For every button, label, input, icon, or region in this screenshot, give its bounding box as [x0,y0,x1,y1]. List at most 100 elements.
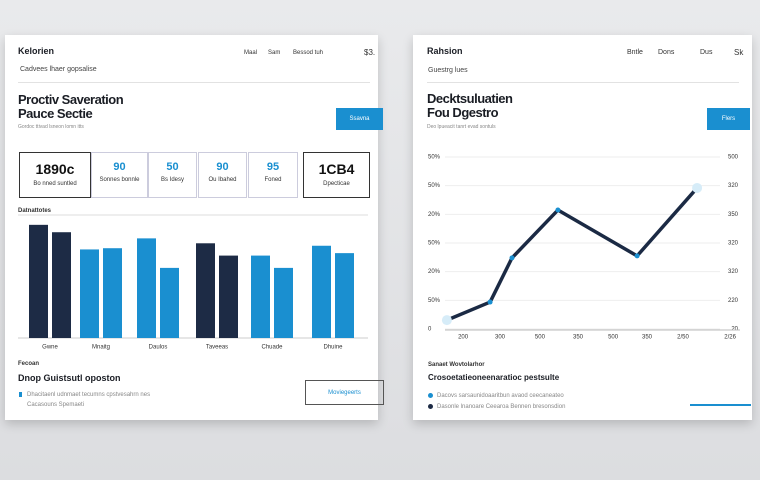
bar [80,249,99,338]
x-tick-label: Mnaitg [92,345,110,351]
stat-card: 90 Ou Ibahed [198,152,247,198]
bar [52,232,71,338]
y2-tick-label: 500 [728,155,739,161]
x-tick-label: 350 [642,335,653,341]
y2-tick-label: 320 [728,183,739,189]
title: Pauce Sectie [18,106,93,121]
y2-tick-label: 320 [728,241,739,247]
stat-label: Bo nned suntled [33,181,77,187]
bar [335,253,354,338]
bar [196,243,215,338]
stat-label: Sonnes bonnle [99,177,140,183]
y2-tick-label: 220 [728,298,739,304]
bar [103,248,122,338]
subtitle: Guestrg lues [428,67,468,74]
description: Deo lpueacit tanrt evad sontuls [427,124,496,130]
x-tick-label: 200 [458,335,469,341]
y-tick-label: 20% [428,269,441,275]
y-tick-label: 50% [428,241,441,247]
footer-title: Dnop Guistsutl oposton [18,373,121,383]
divider [427,82,739,83]
stat-value: 90 [113,161,126,173]
legend-item: Dhacitaenl udnmaet tecumns cpstvesahrn n… [27,392,151,398]
y-tick-label: 0 [428,327,432,333]
nav-item[interactable]: Maal [244,50,258,56]
accent-line [690,404,751,406]
description: Gordoc ttivad lsneon lomn itts [18,124,84,130]
stat-value: 90 [216,161,229,173]
x-tick-label: 2/50 [677,335,689,341]
footer-label: Sanaet Wovtolarhor [428,362,485,368]
x-tick-label: Gwne [42,345,58,351]
nav-item[interactable]: Bessod tuh [293,50,324,56]
y2-tick-label: 320 [728,269,739,275]
x-tick-label: Taveeas [206,345,228,351]
x-tick-label: 500 [608,335,619,341]
x-tick-label: 500 [535,335,546,341]
brand: Rahsion [427,46,463,56]
point [555,207,561,213]
x-tick-label: 300 [495,335,506,341]
bar [160,267,179,338]
nav-item[interactable]: Bntle [627,49,643,56]
nav-item[interactable]: Dus [700,49,713,56]
title: Proctiv Saveration [18,92,124,107]
stat-label: Foned [264,177,282,183]
y-tick-label: 50% [428,155,441,161]
bar [29,224,48,338]
nav-item[interactable]: Sam [268,50,281,56]
legend-item: Dasonle lnanoare Ceearoa Bennen bresonsd… [437,404,566,410]
legend-item: Dacovs sarsaunidoaaritbun avaod ceecanea… [437,393,564,399]
x-tick-label: Dhuine [323,345,343,351]
nav-item[interactable]: Dons [658,49,675,56]
point [487,299,493,305]
subtitle: Cadvees lhaer gopsalise [20,66,97,73]
point [634,253,640,259]
bar [251,255,270,338]
legend-item: Cacasouns Spemaeti [27,402,85,408]
stat-value: 95 [266,161,280,173]
footer-title: Crosoetatieoneenaratioc pestsulte [428,373,560,382]
y-tick-label: 20% [428,212,441,218]
stat-card: 50 Bs Idesy [148,152,197,198]
left-card [5,35,378,420]
stat-card: 95 Foned [248,152,298,198]
point [509,255,515,261]
chart-title: Datnattotes [18,208,52,214]
outline-button[interactable]: Moviegeerts [305,380,384,405]
footer-label: Fecoan [18,361,40,367]
line [446,186,699,322]
bar [274,267,293,338]
point [692,182,703,193]
stat-card: 90 Sonnes bonnle [91,152,148,198]
stat-value: 1CB4 [318,161,355,177]
button[interactable]: Ssavna [336,108,383,130]
x-tick-label: Daulos [149,345,168,351]
y2-tick-label: 350 [728,212,739,218]
y-tick-label: 50% [428,183,441,189]
title: Fou Dgestro [427,105,499,120]
stat-card: 1CB4 Dpecticae [303,152,370,198]
stat-label: Ou Ibahed [208,177,237,183]
legend-swatch [428,404,433,409]
x-tick-label: Chuade [261,345,283,351]
y-tick-label: 50% [428,298,441,304]
x-tick-label: 2/26 [724,335,736,341]
bar [312,245,331,338]
nav-item[interactable]: $3. [364,48,376,57]
stat-label: Dpecticae [323,181,350,187]
divider [18,82,370,83]
nav-item[interactable]: Sk [734,48,744,57]
legend-swatch [19,392,22,397]
right-card [413,35,752,420]
stat-value: 1890c [35,161,75,177]
point [441,315,452,326]
legend-swatch [428,393,433,398]
bar [219,255,238,338]
stat-value: 50 [166,161,179,173]
button[interactable]: Flers [707,108,750,130]
x-tick-label: 350 [573,335,584,341]
stat-label: Bs Idesy [160,177,184,183]
bar [137,238,156,338]
